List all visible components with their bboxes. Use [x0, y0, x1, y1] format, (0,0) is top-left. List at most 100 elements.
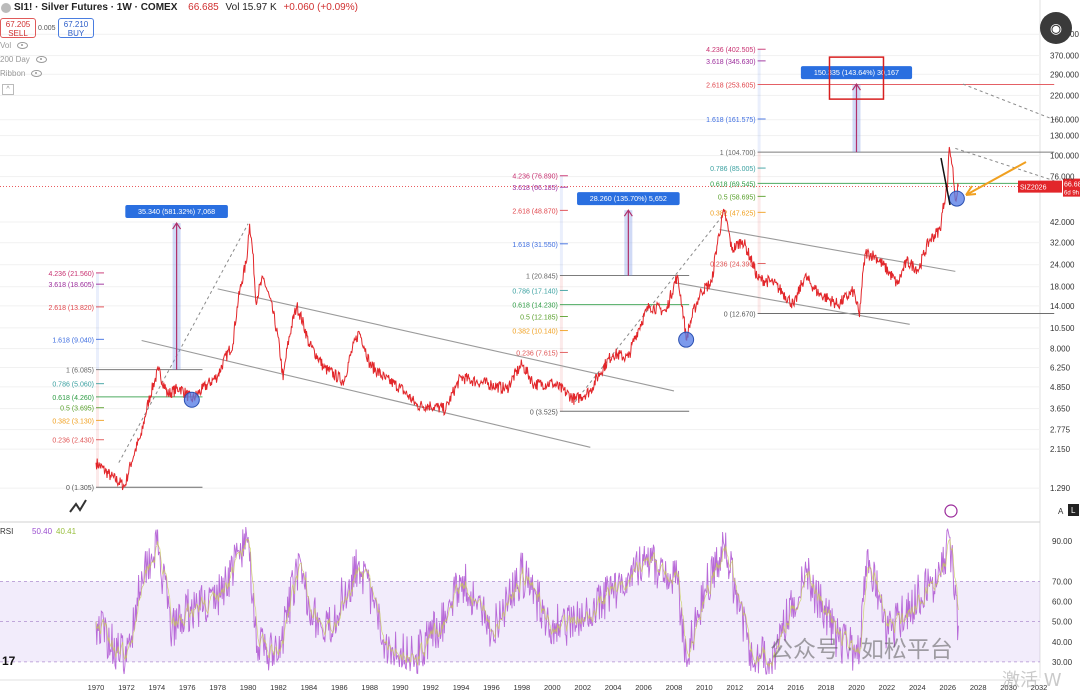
time-tick-label: 1994 [453, 683, 470, 692]
fib-zone-lower [757, 152, 761, 314]
support-circle [183, 391, 200, 408]
measure-arrow-head [623, 209, 633, 217]
rsi-ma-value: 40.41 [56, 527, 77, 536]
trend-dash-line [118, 223, 249, 463]
measure-label-bg [125, 205, 228, 219]
support-circles [183, 190, 965, 408]
orange-arrow-head [965, 185, 977, 196]
fib-label: 0 (1.305) [66, 485, 94, 492]
fib-label: 4.236 (21.560) [48, 271, 94, 278]
camera-icon[interactable]: ◉ [1040, 12, 1072, 44]
fib-label: 0 (3.525) [530, 409, 558, 416]
price-tick-label: 220.000 [1050, 91, 1079, 100]
trend-dash-line [962, 83, 1055, 121]
activate-watermark: 激活 W [1002, 670, 1062, 691]
price-tick-label: 24.000 [1050, 261, 1075, 270]
time-tick-label: 1992 [422, 683, 439, 692]
time-tick-label: 2022 [879, 683, 896, 692]
fib-label: 1 (20.845) [526, 273, 558, 280]
time-tick-label: 2030 [1000, 683, 1017, 692]
sell-price: 67.205 [5, 20, 31, 29]
buy-button[interactable]: 67.210 BUY [58, 18, 94, 38]
indicator-vol[interactable]: Vol [0, 40, 29, 52]
rsi-tick-label: 40.00 [1052, 638, 1073, 647]
time-tick-label: 1984 [301, 683, 318, 692]
indicator-200-day[interactable]: 200 Day [0, 54, 47, 66]
fib-zone-upper [757, 49, 761, 153]
trend-dash-line [955, 147, 1055, 182]
time-tick-label: 2004 [605, 683, 622, 692]
fib-label: 1 (104.700) [720, 150, 756, 157]
price-tick-label: 370.000 [1050, 52, 1079, 61]
symbol-title[interactable]: SI1! · Silver Futures · 1W · COMEX [14, 2, 178, 13]
pointer-line [940, 157, 951, 206]
fib-label: 4.236 (402.505) [706, 47, 755, 54]
fib-label: 2.618 (13.820) [48, 305, 94, 312]
fib-label: 1.618 (9.040) [52, 337, 94, 344]
rsi-line [95, 526, 959, 675]
time-tick-label: 2026 [939, 683, 956, 692]
fib-label: 0.786 (17.140) [512, 288, 558, 295]
spread: 0.005 [38, 25, 56, 32]
time-tick-label: 1982 [270, 683, 287, 692]
price-tick-label: 2.775 [1050, 426, 1071, 435]
fib-label: 3.618 (18.605) [48, 282, 94, 289]
support-circle [678, 331, 695, 348]
time-tick-label: 2020 [848, 683, 865, 692]
sell-button[interactable]: 67.205 SELL [0, 18, 36, 38]
fib-label: 3.618 (66.185) [512, 185, 558, 192]
price-tick-label: 14.000 [1050, 302, 1075, 311]
time-tick-label: 1988 [361, 683, 378, 692]
measure-label: 28.260 (135.70%) 5,652 [590, 194, 667, 203]
time-tick-label: 2032 [1031, 683, 1048, 692]
measure-boxes: 35.340 (581.32%) 7,068 28.260 (135.70%) 5… [125, 56, 913, 370]
measure-label-bg [800, 66, 913, 80]
time-tick-label: 1974 [148, 683, 165, 692]
time-tick-label: 1972 [118, 683, 135, 692]
price-tick-label: 2.150 [1050, 445, 1071, 454]
tradingview-logo-icon: 17 [2, 654, 16, 668]
price-axis: 490.000370.000290.000220.000160.000130.0… [1050, 30, 1079, 516]
current-price-value: 66.685 [1064, 182, 1080, 189]
fib-label: 0.786 (85.005) [710, 166, 756, 173]
price-tick-label: 160.000 [1050, 116, 1079, 125]
time-tick-label: 1986 [331, 683, 348, 692]
eye-icon[interactable] [35, 56, 47, 64]
current-price-badge: SIZ2026 66.685 6d 9h [1018, 178, 1080, 197]
channel-line [217, 288, 675, 392]
time-tick-label: 2012 [726, 683, 743, 692]
fib-label: 0.5 (12.185) [520, 315, 558, 322]
chart-header: SI1! · Silver Futures · 1W · COMEX 66.68… [0, 0, 358, 16]
drawing-tool-icon [69, 499, 87, 513]
fib-label: 0.786 (5.060) [52, 382, 94, 389]
measure-label-bg [577, 192, 680, 206]
fib-label: 1.618 (161.575) [706, 117, 755, 124]
current-price-bg [1063, 178, 1080, 197]
price-line [95, 146, 959, 491]
time-tick-label: 1970 [88, 683, 105, 692]
time-tick-label: 2018 [818, 683, 835, 692]
fib-label: 0.382 (10.140) [512, 329, 558, 336]
fib-label: 1 (6.085) [66, 368, 94, 375]
fib-label: 0.5 (3.695) [60, 406, 94, 413]
collapse-indicators-icon[interactable]: ^ [2, 84, 14, 95]
measure-arrow-head [172, 221, 182, 230]
annotations [69, 157, 1027, 518]
eye-icon[interactable] [31, 70, 43, 78]
indicator-label: Vol [0, 41, 12, 50]
indicator-ribbon[interactable]: Ribbon [0, 68, 43, 80]
fib-zone-upper [96, 272, 99, 370]
time-tick-label: 2024 [909, 683, 926, 692]
time-tick-label: 1980 [240, 683, 257, 692]
rsi-tick-label: 60.00 [1052, 598, 1073, 607]
time-tick-label: 1998 [514, 683, 531, 692]
time-tick-label: 2006 [635, 683, 652, 692]
price-tick-label: 1.290 [1050, 484, 1071, 493]
eye-icon[interactable] [17, 42, 29, 50]
rsi-value: 50.40 [32, 527, 53, 536]
fib-label: 3.618 (345.630) [706, 59, 755, 66]
rsi-tick-label: 70.00 [1052, 577, 1073, 586]
fib-label: 0.5 (58.695) [718, 194, 756, 201]
rsi-ma-line [95, 538, 959, 668]
